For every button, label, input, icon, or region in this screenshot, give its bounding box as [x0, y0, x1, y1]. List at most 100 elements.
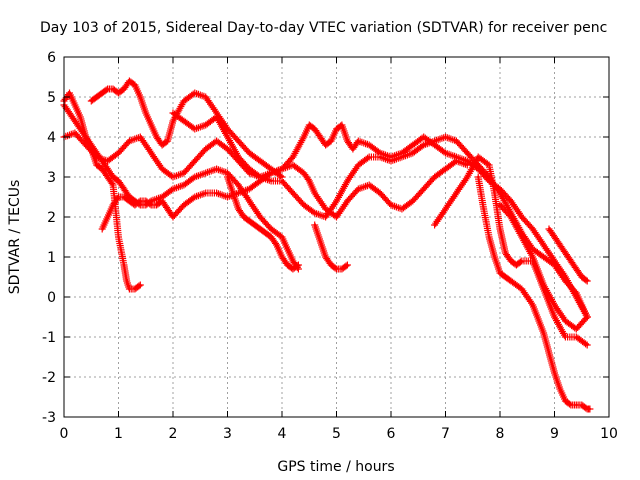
y-tick-label: 0	[47, 290, 56, 306]
data-point	[531, 303, 534, 307]
data-point	[504, 251, 507, 255]
data-point	[101, 167, 104, 171]
data-point	[144, 199, 147, 203]
data-point	[248, 151, 251, 155]
data-point	[111, 175, 115, 179]
data-point	[248, 199, 251, 203]
axis-ticks: 0 1 2 3 4 5 6 7 8 9 10 -3 -2 -1 0 1 2 3 4 5 6	[42, 50, 618, 442]
data-point	[204, 147, 207, 151]
data-point	[264, 231, 267, 235]
data-point	[155, 203, 158, 207]
data-point	[215, 139, 218, 143]
data-point	[335, 267, 338, 271]
x-tick-label: 4	[278, 426, 287, 442]
data-point	[520, 259, 523, 263]
data-point	[357, 139, 360, 143]
x-axis-title: GPS time / hours	[277, 459, 394, 475]
data-point	[302, 171, 305, 175]
data-point	[586, 407, 589, 411]
data-point	[204, 191, 207, 195]
data-point	[122, 87, 126, 91]
data-point	[155, 135, 158, 139]
data-point	[111, 183, 115, 187]
data-point	[498, 271, 502, 275]
data-point	[553, 303, 556, 307]
data-point	[575, 327, 578, 331]
data-point	[248, 167, 251, 171]
data-point	[237, 191, 240, 195]
data-point	[509, 215, 513, 219]
data-point	[150, 151, 153, 155]
data-point	[193, 175, 196, 179]
data-point	[280, 235, 284, 239]
data-point	[422, 135, 425, 139]
data-point	[133, 287, 137, 291]
y-axis-title: SDTVAR / TECUs	[7, 180, 23, 295]
data-point	[547, 351, 551, 355]
data-point	[346, 263, 349, 267]
plot-area	[60, 77, 594, 413]
series-track-6	[169, 109, 591, 321]
data-point	[291, 267, 295, 271]
data-point	[520, 235, 523, 239]
data-point	[133, 203, 137, 207]
data-point	[531, 255, 534, 259]
data-point	[259, 159, 262, 163]
data-point	[68, 91, 71, 95]
data-point	[122, 195, 126, 199]
data-point	[128, 79, 131, 83]
data-point	[444, 135, 447, 139]
x-tick-label: 10	[600, 426, 618, 442]
data-point	[128, 287, 131, 291]
data-point	[433, 143, 436, 147]
data-point	[297, 263, 300, 267]
data-point	[553, 315, 556, 319]
x-tick-label: 2	[169, 426, 178, 442]
data-point	[111, 87, 115, 91]
x-tick-label: 9	[550, 426, 559, 442]
data-point	[433, 175, 436, 179]
data-point	[106, 159, 109, 163]
data-point	[286, 263, 289, 267]
data-point	[171, 119, 175, 123]
data-point	[340, 123, 344, 127]
x-tick-label: 3	[223, 426, 232, 442]
data-point	[280, 179, 284, 183]
data-point	[389, 155, 393, 159]
data-point	[248, 187, 251, 191]
data-point	[291, 155, 295, 159]
data-point	[144, 111, 147, 115]
data-point	[253, 223, 256, 227]
series-track-8	[311, 221, 351, 273]
data-point	[335, 199, 338, 203]
x-tick-label: 0	[60, 426, 69, 442]
series-track-7	[224, 173, 302, 273]
data-point	[291, 191, 295, 195]
data-point	[128, 139, 131, 143]
data-point	[106, 87, 109, 91]
data-point	[575, 335, 578, 339]
data-point	[319, 239, 322, 243]
data-point	[313, 223, 316, 227]
data-point	[509, 279, 513, 283]
data-point	[125, 279, 128, 283]
data-point	[117, 195, 120, 199]
data-point	[368, 155, 371, 159]
data-point	[269, 171, 273, 175]
data-point	[335, 127, 338, 131]
data-point	[79, 115, 82, 119]
series-track-12	[545, 225, 591, 285]
data-point	[150, 203, 153, 207]
series-track-10	[474, 173, 594, 413]
data-point	[340, 267, 344, 271]
data-point	[248, 219, 251, 223]
data-point	[324, 215, 327, 219]
data-point	[493, 255, 496, 259]
data-point	[182, 171, 186, 175]
data-point	[553, 235, 556, 239]
data-point	[84, 143, 88, 147]
data-point	[444, 207, 447, 211]
data-point	[313, 211, 316, 215]
data-point	[588, 407, 592, 411]
